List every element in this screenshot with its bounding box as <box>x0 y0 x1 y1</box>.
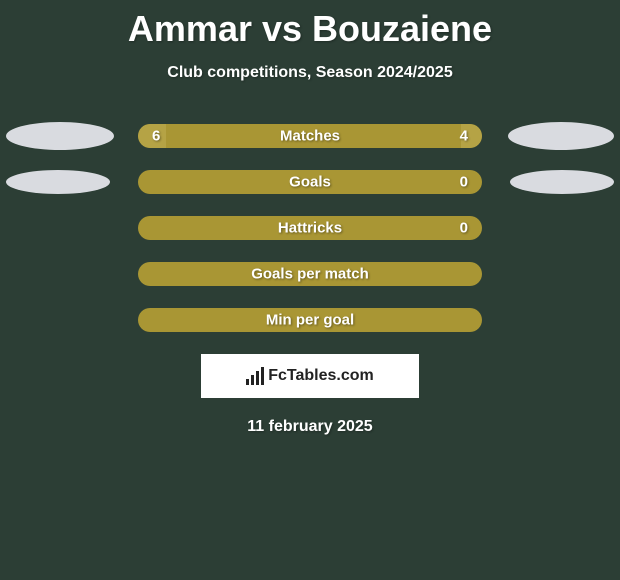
page-title: Ammar vs Bouzaiene <box>0 0 620 50</box>
stat-value-left: 6 <box>152 128 160 145</box>
stat-label: Matches <box>280 128 340 145</box>
stat-row: Min per goal <box>0 308 620 332</box>
player-right-ellipse <box>508 122 614 150</box>
player-left-ellipse <box>6 170 110 194</box>
stat-bar: Hattricks 0 <box>138 216 482 240</box>
site-logo: FcTables.com <box>246 367 374 385</box>
stat-value-right: 4 <box>460 128 468 145</box>
stat-label: Goals <box>289 174 331 191</box>
page-subtitle: Club competitions, Season 2024/2025 <box>0 64 620 82</box>
player-right-ellipse <box>510 170 614 194</box>
stat-bar: Goals 0 <box>138 170 482 194</box>
stat-value-right: 0 <box>460 174 468 191</box>
stat-label: Min per goal <box>266 312 354 329</box>
stat-label: Hattricks <box>278 220 342 237</box>
stat-row: Goals 0 <box>0 170 620 194</box>
player-left-ellipse <box>6 122 114 150</box>
stat-value-right: 0 <box>460 220 468 237</box>
footer-date: 11 february 2025 <box>0 418 620 436</box>
chart-bars-icon <box>246 367 264 385</box>
logo-label: FcTables.com <box>268 367 374 385</box>
stat-row: Hattricks 0 <box>0 216 620 240</box>
stats-container: 6 Matches 4 Goals 0 Hattricks 0 Goals per match… <box>0 124 620 332</box>
stat-bar: Min per goal <box>138 308 482 332</box>
stat-bar: Goals per match <box>138 262 482 286</box>
stat-bar: 6 Matches 4 <box>138 124 482 148</box>
stat-row: 6 Matches 4 <box>0 124 620 148</box>
stat-row: Goals per match <box>0 262 620 286</box>
stat-label: Goals per match <box>251 266 369 283</box>
logo-box: FcTables.com <box>201 354 419 398</box>
